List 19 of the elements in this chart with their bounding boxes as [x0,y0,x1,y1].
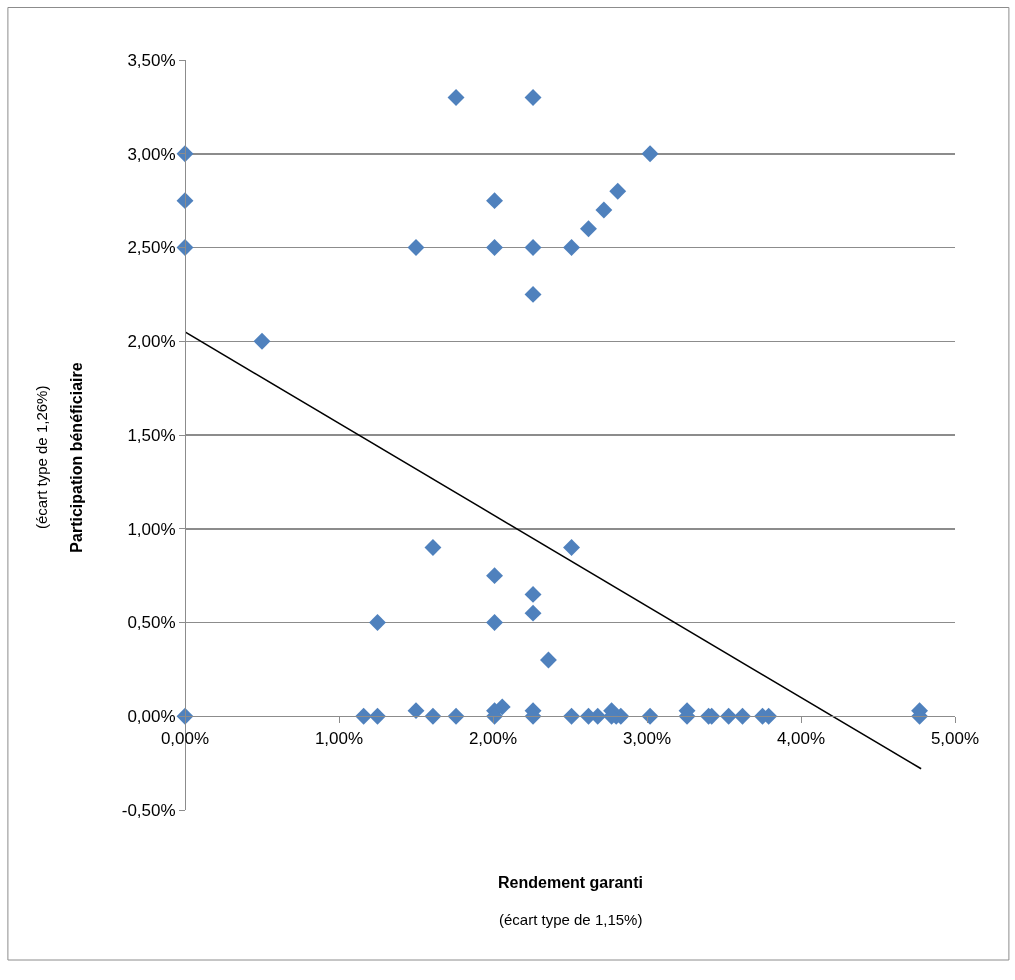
x-tick-label: 1,00% [314,728,364,748]
x-tick-label: 4,00% [776,728,826,748]
x-tick-label: 2,00% [468,728,518,748]
y-tick-label: 3,50% [127,50,176,70]
y-tick-label: 0,50% [127,613,176,633]
text: (écart type de 1,26%) [33,385,50,529]
y-tick-label: 0,00% [127,707,176,727]
y-tick-label: 2,00% [127,332,176,352]
y-tick-label: -0,50% [121,800,176,820]
y-tick-label: 1,00% [127,519,176,539]
x-axis-title: Rendement garanti [498,874,643,891]
x-tick-label: 3,00% [622,728,672,748]
y-tick-label: 1,50% [127,425,176,445]
y-tick-label: 3,00% [127,144,176,164]
x-tick-label: 0,00% [160,728,210,748]
text: (écart type de 1,15%) [499,911,643,928]
y-tick-label: 2,50% [127,238,176,258]
x-tick-label: 5,00% [930,728,980,748]
y-axis-title: Participation bénéficiaire [67,362,85,553]
